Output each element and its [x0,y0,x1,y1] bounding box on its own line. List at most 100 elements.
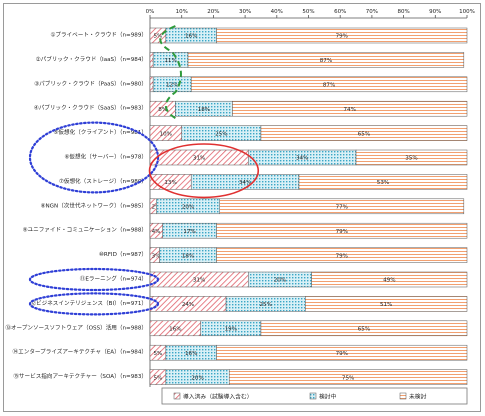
category-label: ①プライベート・クラウド（n=989） [50,31,147,39]
data-label: 79% [336,229,348,235]
bar-segment [187,52,465,68]
data-label: 11% [164,58,176,64]
data-label: 5% [153,34,162,40]
category-label: ⑤仮想化（クライアント）（n=981） [53,128,147,136]
category-label: ⑨ユニファイド・コミュニケーション（n=988） [23,227,148,234]
bar-segment [298,174,468,190]
category-label: ⑧NGN（次世代ネットワーク）（n=985） [40,201,147,209]
data-label: 12% [166,83,178,89]
data-label: 20% [191,375,203,381]
data-label: 74% [343,107,355,113]
data-label: 10% [160,131,172,137]
x-tick-label: 10% [176,9,188,15]
annotation-dashed-line [159,25,182,120]
data-label: 18% [182,253,194,259]
data-label: 51% [380,302,392,308]
x-tick-label: 90% [429,9,441,15]
legend: 導入済み（試験導入含む） 検討中 未検討 [161,387,468,405]
annotation-solid-ellipse [148,143,260,199]
bar-segment [216,27,468,44]
annotations [28,25,260,316]
data-label: 5% [153,375,162,381]
data-label: 24% [182,302,194,308]
x-tick-label: 40% [271,9,283,15]
legend-label: 検討中 [319,393,337,401]
data-label: 79% [336,351,348,357]
category-label: ②パブリック・クラウド（IaaS）（n=984） [36,55,147,63]
category-label: ③パブリック・クラウド（PaaS）（n=980） [34,79,147,87]
data-label: 35% [405,156,417,162]
bar-segment [305,296,468,312]
data-label: 79% [336,253,348,259]
x-tick-label: 100% [459,9,475,15]
data-label: 79% [336,34,348,40]
bar-segment [219,198,465,215]
x-tick-label: 80% [397,9,409,15]
data-label: 20% [182,205,194,211]
data-label: 25% [215,131,227,137]
data-label: 65% [358,327,370,333]
bar-segment [260,125,468,141]
bar-segment [311,271,468,288]
data-label: 20% [274,278,286,284]
legend-swatch [399,392,407,400]
data-label: 17% [183,229,195,235]
data-label: 2% [152,205,161,211]
x-tick-label: 60% [334,9,346,15]
data-label: 18% [198,107,210,113]
bar-segment [216,344,468,361]
data-label: 65% [358,131,370,137]
stacked-bar-chart: 0% 10% 20% 30% 40% 50% 60% 70% 80% 90% 100% ①プライベー… [5,9,475,405]
bar-segment [355,149,468,166]
data-label: 49% [383,278,395,284]
data-label: 31% [193,278,205,284]
annotation-dotted-ellipse [28,292,160,316]
annotation-dotted-ellipse [28,121,160,194]
category-label: ⑥仮想化（サーバー）（n=978） [64,153,147,161]
data-label: 16% [185,351,197,357]
category-label: ⑬オープンソースソフトウェア（OSS）活用（n=988） [5,323,147,331]
data-label: 53% [377,180,389,186]
data-label: 75% [342,375,354,381]
x-tick-label: 0% [146,9,155,15]
data-label: 13% [164,180,176,186]
category-label: ⑫ビジネスインテリジェンス（BI）（n=971） [30,299,147,307]
legend-swatch [309,392,317,400]
legend-label: 導入済み（試験導入含む） [183,393,253,401]
data-label: 87% [320,58,332,64]
category-labels: ①プライベート・クラウド（n=989） ②パブリック・クラウド（IaaS）（n=9… [5,31,147,381]
bar-segment [232,100,468,117]
legend-swatch [173,392,181,400]
data-label: 16% [169,327,181,333]
bar-segment [190,76,468,93]
bar-segment [216,222,468,239]
category-label: ⑪Eラーニング（n=974） [80,275,147,283]
data-label: 87% [323,83,335,89]
annotation-dotted-ellipse [28,267,160,292]
data-label: 5% [153,351,162,357]
data-label: 8% [158,107,167,113]
category-label: ④パブリック・クラウド（SaaS）（n=983） [34,104,147,112]
data-label: 25% [259,302,271,308]
data-label: 34% [296,156,308,162]
category-label: ⑦仮想化（ストレージ）（n=980） [59,177,147,185]
x-tick-label: 70% [366,9,378,15]
data-label: 19% [225,327,237,333]
data-label: 31% [193,156,205,162]
category-label: ⑩RFID（n=987） [99,251,147,258]
bars: 5%16%79%1%11%87%1%12%87%8%18%74%10%25%65… [149,27,468,385]
category-label: ⑭エンタープライズアーキテクチャ（EA）（n=984） [13,348,147,356]
category-label: ⑮サービス指向アーキテクチャー（SOA）（n=983） [13,372,147,380]
data-label: 3% [152,253,161,259]
bar-segment [260,320,468,337]
data-label: 34% [239,180,251,186]
bar-segment [216,247,468,263]
x-tick-label: 30% [239,9,251,15]
data-label: 16% [185,34,197,40]
data-label: 77% [336,205,348,211]
x-tick-label: 20% [207,9,219,15]
bar-segment [229,369,468,385]
data-label: 4% [152,229,161,235]
legend-label: 未検討 [409,393,427,401]
chart-frame: 0% 10% 20% 30% 40% 50% 60% 70% 80% 90% 100% ①プライベー… [3,3,481,412]
